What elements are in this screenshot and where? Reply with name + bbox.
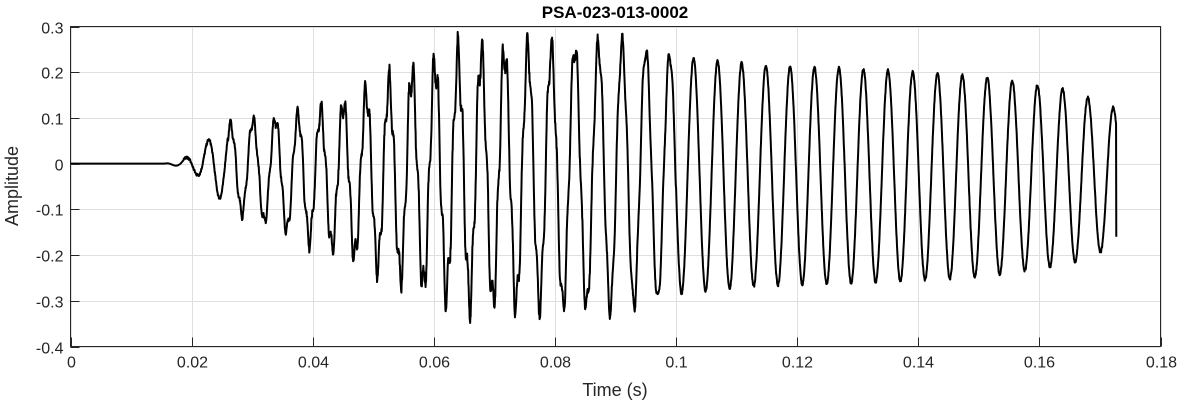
y-tick-label: -0.2 — [36, 249, 64, 266]
y-tick-label: 0 — [55, 158, 64, 175]
y-tick-label: 0.2 — [41, 66, 63, 83]
x-tick-label: 0.08 — [540, 355, 571, 372]
y-axis-ticks: -0.4 -0.3 -0.2 -0.1 0 0.1 0.2 0.3 — [36, 21, 80, 358]
x-tick-label: 0.1 — [665, 355, 687, 372]
series-line — [69, 30, 1118, 324]
x-tick-label: 0.02 — [177, 355, 208, 372]
plot-area — [70, 26, 1161, 347]
y-axis-label: Amplitude — [2, 146, 22, 226]
x-axis-ticks: 0 0.02 0.04 0.06 0.08 0.1 0.12 0.14 0.16 0.18 — [67, 337, 1177, 372]
x-tick-label: 0.14 — [903, 355, 934, 372]
x-tick-label: 0.12 — [782, 355, 813, 372]
x-tick-label: 0.16 — [1024, 355, 1055, 372]
y-tick-label: -0.3 — [36, 295, 64, 312]
x-tick-label: 0.18 — [1146, 355, 1177, 372]
y-tick-label: 0.3 — [41, 21, 63, 38]
y-tick-label: -0.4 — [36, 341, 64, 358]
x-axis-label: Time (s) — [582, 380, 647, 400]
x-tick-label: 0 — [67, 355, 76, 372]
chart-title: PSA-023-013-0002 — [542, 3, 688, 22]
y-tick-label: 0.1 — [41, 112, 63, 129]
series-layer — [69, 30, 1118, 324]
x-tick-label: 0.04 — [298, 355, 329, 372]
x-tick-label: 0.06 — [419, 355, 450, 372]
y-tick-label: -0.1 — [36, 203, 64, 220]
